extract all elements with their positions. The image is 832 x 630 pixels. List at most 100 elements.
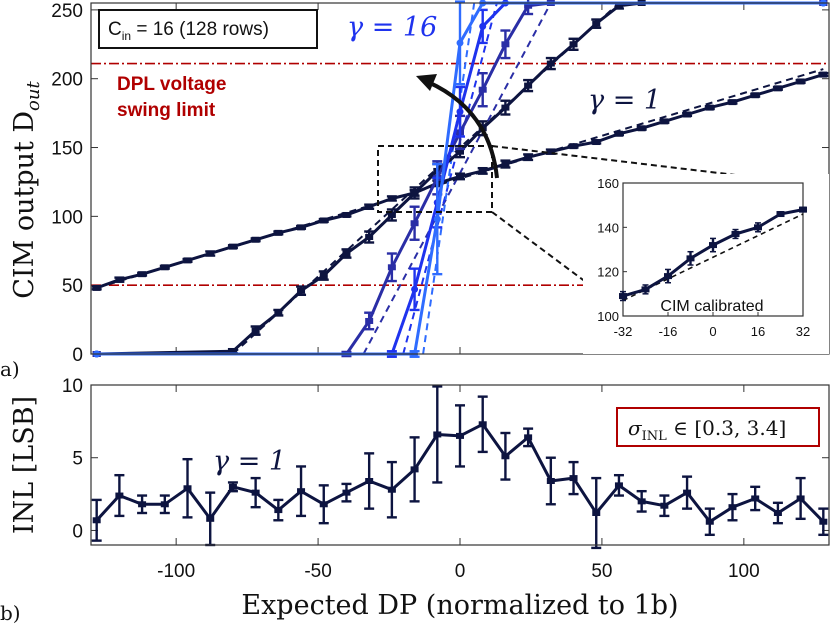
data-point [751,495,760,502]
data-point [501,453,510,460]
data-point [251,327,260,334]
inset-x-tick-label: -32 [614,324,633,339]
x-tick-label: 100 [728,561,760,582]
data-point [479,22,487,30]
arrow-head-icon [416,74,437,91]
data-point [319,272,328,279]
sigma-label-main: σ [628,416,643,440]
inset-x-tick-label: 32 [796,324,810,339]
data-point [501,41,510,48]
sigma-label-sub: INL [642,429,668,444]
data-point [251,489,260,496]
data-point [819,71,828,78]
data-point [751,92,760,99]
data-point [773,510,782,516]
y-tick-label: 5 [72,449,83,470]
data-point [546,478,555,484]
panel-a-series [91,0,829,358]
gamma-high-label: γ = 16 [347,12,437,43]
panel-b-ylabel: INL [LSB] [9,396,40,534]
data-point [387,486,396,493]
data-point [183,257,192,264]
data-point [433,215,441,223]
panel-a-ylabel-main: CIM output D [9,111,40,299]
x-tick-label: -100 [157,561,195,582]
data-point [731,230,740,237]
gamma-increase-arrow [427,80,499,179]
panel-b-ticks: 0 5 10 -100 -50 0 50 100 [62,376,829,582]
y-tick-label: 50 [62,276,83,297]
data-point [138,501,147,508]
data-point [478,86,487,93]
sigma-label: σINL ∈ [0.3, 3.4] [628,416,786,444]
data-point [796,495,805,502]
data-point [456,108,464,116]
gamma-low-label: γ = 1 [588,85,661,116]
data-point [637,125,646,132]
y-tick-label: 0 [72,345,83,366]
data-point [501,161,510,168]
y-tick-label: 100 [51,207,83,228]
data-point [664,273,672,280]
data-point [456,432,464,439]
data-point [297,224,306,231]
data-point [228,483,237,490]
sigma-label-box [616,407,820,447]
panel-b-gamma-label: γ = 1 [213,446,286,477]
inset-ideal-line [622,213,804,302]
data-point [660,118,669,125]
data-point [660,502,669,509]
series-line-gamma-8 [96,1,824,356]
data-point [115,492,124,499]
data-point [456,173,464,180]
data-point [524,154,533,161]
data-point [365,203,374,210]
data-point [183,485,192,492]
inset-x-tick-label: -16 [659,324,678,339]
panel-a-ylabel: CIM output Dout [9,81,44,299]
inset-x-tick-label: 0 [709,324,716,339]
data-point [411,285,419,293]
data-point [410,466,419,473]
config-label-rest: = 16 (128 rows) [131,19,269,40]
data-point [478,421,487,428]
data-point [387,264,396,271]
data-point [410,220,419,227]
data-point [546,148,555,155]
data-point [365,317,374,324]
inset-chart: 100 120 140 160 -32 -16 0 16 32 CIM calibrated [583,174,829,354]
data-point [705,518,714,525]
data-point [478,167,487,174]
data-point [569,41,578,48]
config-label-main: C [108,19,122,40]
inset-title: CIM calibrated [660,298,763,315]
config-label-box [98,9,318,49]
x-tick-label: 0 [455,561,466,582]
data-point [728,504,737,511]
data-point [138,271,147,278]
panel-b: 0 5 10 -100 -50 0 50 100 σINL ∈ [0.3, 3.4] γ = … [0,376,830,625]
inset-y-tick-label: 120 [597,265,619,280]
inset-y-tick-label: 100 [597,309,619,324]
panel-b-series [91,385,829,550]
data-point [754,224,762,231]
data-point [342,250,351,257]
data-point [683,111,692,118]
panel-b-label: b) [0,601,21,625]
data-point [683,489,692,496]
data-point [619,293,627,300]
panel-b-xlabel: Expected DP (normalized to 1b) [241,590,678,621]
data-point [592,510,601,516]
data-point [709,242,717,249]
y-tick-label: 250 [51,1,83,22]
inset-y-tick-label: 160 [597,176,619,191]
data-point [776,211,785,218]
data-point [501,104,510,111]
limit-label-line-2: swing limit [117,100,216,121]
data-point [705,104,714,111]
data-point [387,195,396,202]
data-point [92,517,101,524]
data-point [251,236,260,243]
data-point [387,211,396,218]
data-point [569,475,578,482]
